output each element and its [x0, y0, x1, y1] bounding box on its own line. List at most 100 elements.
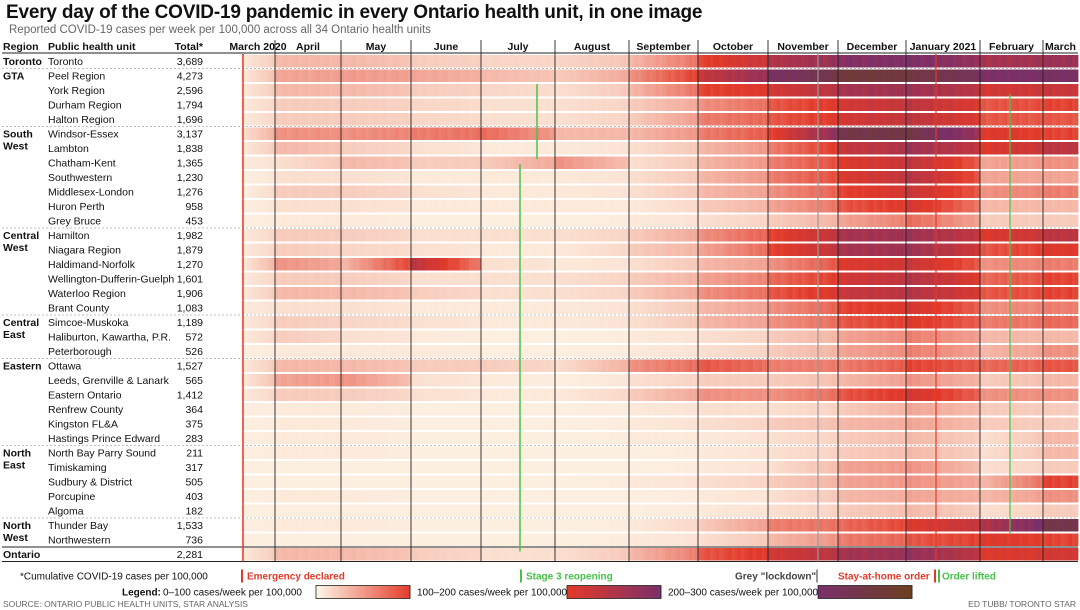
- heat-cell: [368, 272, 372, 285]
- heat-cell: [1063, 113, 1067, 126]
- heat-cell: [879, 243, 883, 256]
- heat-cell: [314, 84, 318, 97]
- heat-cell: [1025, 171, 1029, 184]
- heat-cell: [1051, 258, 1056, 271]
- heat-cell: [284, 287, 288, 300]
- heat-cell: [659, 127, 663, 140]
- heat-cell: [555, 258, 559, 271]
- heat-cell: [626, 69, 630, 82]
- heat-cell: [838, 69, 842, 82]
- heat-cell: [840, 272, 845, 285]
- heat-cell: [534, 243, 538, 256]
- heat-cell: [861, 185, 866, 198]
- heat-cell: [417, 214, 421, 227]
- heat-cell: [761, 301, 766, 314]
- heat-cell: [710, 301, 714, 314]
- heat-cell: [1066, 113, 1070, 126]
- heat-cell: [380, 84, 385, 97]
- heat-cell: [253, 185, 257, 198]
- heat-cell: [492, 287, 497, 300]
- heat-cell: [362, 127, 366, 140]
- heat-cell: [417, 185, 421, 198]
- heat-cell: [740, 229, 745, 242]
- heat-cell: [537, 185, 541, 198]
- heat-cell: [1063, 127, 1067, 140]
- heat-cell: [608, 113, 612, 126]
- heat-cell: [362, 113, 366, 126]
- heat-cell: [716, 258, 720, 271]
- heat-cell: [287, 301, 291, 314]
- heat-cell: [683, 55, 687, 68]
- heat-cell: [450, 171, 455, 184]
- heat-cell: [956, 185, 960, 198]
- heat-cell: [771, 142, 775, 155]
- heat-cell: [873, 113, 877, 126]
- heat-cell: [968, 214, 972, 227]
- heat-cell: [1069, 287, 1073, 300]
- heat-cell: [822, 156, 827, 169]
- heat-cell: [1072, 171, 1076, 184]
- heat-cell: [256, 142, 260, 155]
- heat-cell: [302, 142, 306, 155]
- heat-cell: [638, 69, 642, 82]
- heat-cell: [840, 258, 845, 271]
- heat-cell: [941, 243, 945, 256]
- heat-cell: [468, 301, 473, 314]
- heat-cell: [371, 127, 375, 140]
- heat-cell: [608, 69, 612, 82]
- heat-cell: [353, 214, 357, 227]
- heat-cell: [314, 55, 318, 68]
- heat-cell: [296, 258, 300, 271]
- heat-cell: [689, 258, 693, 271]
- heat-cell: [692, 98, 696, 111]
- heat-cell: [353, 98, 357, 111]
- heat-cell: [740, 55, 745, 68]
- heat-cell: [256, 98, 260, 111]
- heat-cell: [920, 214, 925, 227]
- heat-cell: [935, 156, 939, 169]
- heat-cell: [674, 258, 678, 271]
- heat-cell: [380, 214, 385, 227]
- heat-cell: [935, 142, 939, 155]
- heat-cell: [353, 258, 357, 271]
- heat-cell: [617, 185, 621, 198]
- heat-cell: [407, 287, 412, 300]
- heat-cell: [873, 55, 877, 68]
- heat-cell: [749, 142, 754, 155]
- heat-cell: [368, 156, 372, 169]
- heat-cell: [256, 258, 260, 271]
- heat-cell: [513, 258, 517, 271]
- heat-cell: [386, 98, 391, 111]
- heat-cell: [920, 156, 925, 169]
- heat-cell: [692, 214, 696, 227]
- heat-cell: [1025, 229, 1029, 242]
- heat-cell: [977, 142, 981, 155]
- heat-cell: [1025, 127, 1029, 140]
- heat-cell: [401, 214, 406, 227]
- heat-cell: [1013, 98, 1017, 111]
- heat-cell: [555, 171, 559, 184]
- heat-cell: [638, 287, 642, 300]
- heat-cell: [665, 142, 669, 155]
- heat-cell: [1040, 272, 1044, 285]
- heat-cell: [519, 200, 523, 213]
- heat-cell: [510, 84, 514, 97]
- heat-cell: [989, 185, 993, 198]
- heat-cell: [1045, 113, 1050, 126]
- heat-cell: [268, 229, 273, 242]
- heat-cell: [368, 55, 372, 68]
- heat-cell: [737, 69, 742, 82]
- heat-cell: [710, 200, 714, 213]
- heat-cell: [944, 258, 948, 271]
- heat-cell: [302, 127, 306, 140]
- heat-cell: [329, 258, 333, 271]
- heat-cell: [368, 142, 372, 155]
- heat-cell: [903, 287, 907, 300]
- heat-cell: [265, 55, 270, 68]
- heat-cell: [516, 69, 520, 82]
- heat-cell: [683, 171, 687, 184]
- heat-cell: [749, 55, 754, 68]
- heat-cell: [873, 200, 877, 213]
- heat-cell: [903, 185, 907, 198]
- heat-cell: [1025, 55, 1029, 68]
